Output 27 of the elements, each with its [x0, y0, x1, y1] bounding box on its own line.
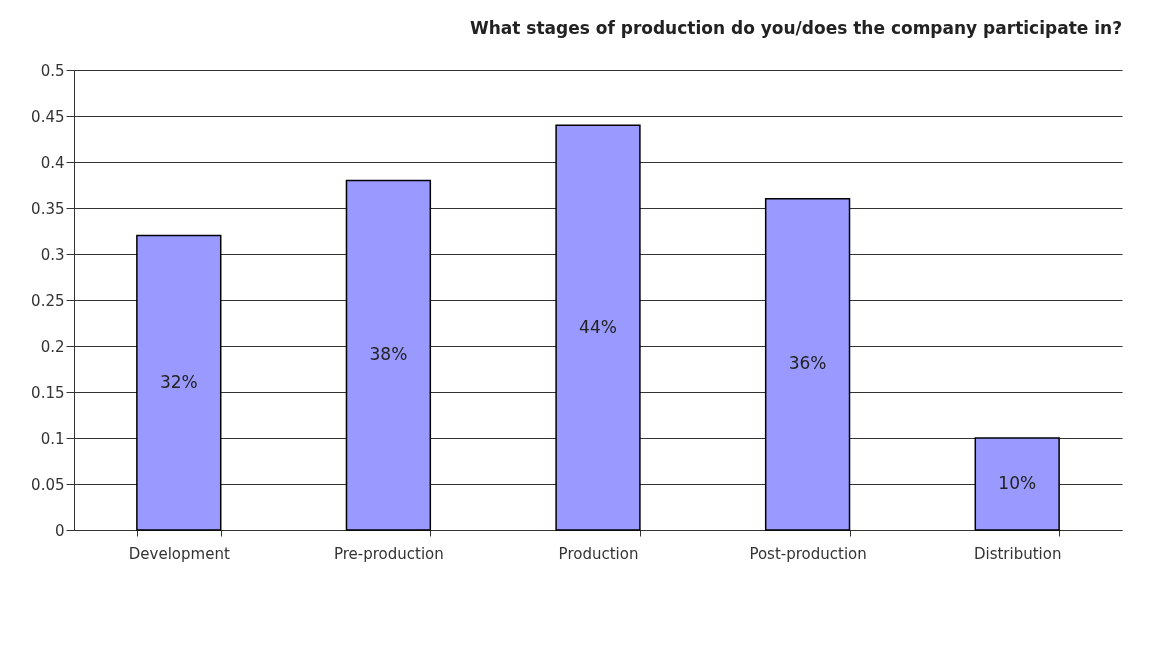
bar — [555, 124, 641, 531]
data-label: 44% — [579, 316, 617, 337]
y-tick-label: 0.5 — [40, 61, 65, 80]
chart-title: What stages of production do you/does the company participate in? — [469, 18, 1122, 38]
x-tick-label: Production — [558, 544, 639, 563]
data-label: 10% — [998, 473, 1037, 493]
y-tick-label: 0.3 — [40, 245, 65, 264]
y-tick-label: 0.25 — [31, 291, 65, 310]
y-tick-label: 0.15 — [31, 383, 65, 402]
bar — [345, 179, 432, 531]
x-tick-label: Development — [128, 544, 230, 563]
x-tick-label: Distribution — [973, 544, 1062, 563]
bar — [764, 198, 851, 531]
bar — [136, 234, 222, 531]
y-tick-label: 0.35 — [31, 199, 65, 218]
data-label: 36% — [788, 353, 827, 374]
bar — [974, 437, 1060, 531]
data-label: 32% — [159, 371, 198, 392]
y-tick-label: 0.2 — [40, 337, 65, 356]
data-label: 38% — [369, 344, 408, 365]
x-tick-label: Pre-production — [333, 544, 444, 563]
y-tick-label: 0.45 — [31, 107, 65, 126]
y-tick-label: 0.05 — [31, 475, 65, 494]
x-tick-label: Post-production — [749, 544, 867, 563]
y-tick-label: 0 — [54, 521, 65, 540]
y-tick-label: 0.1 — [40, 429, 65, 448]
y-tick-label: 0.4 — [40, 153, 65, 172]
